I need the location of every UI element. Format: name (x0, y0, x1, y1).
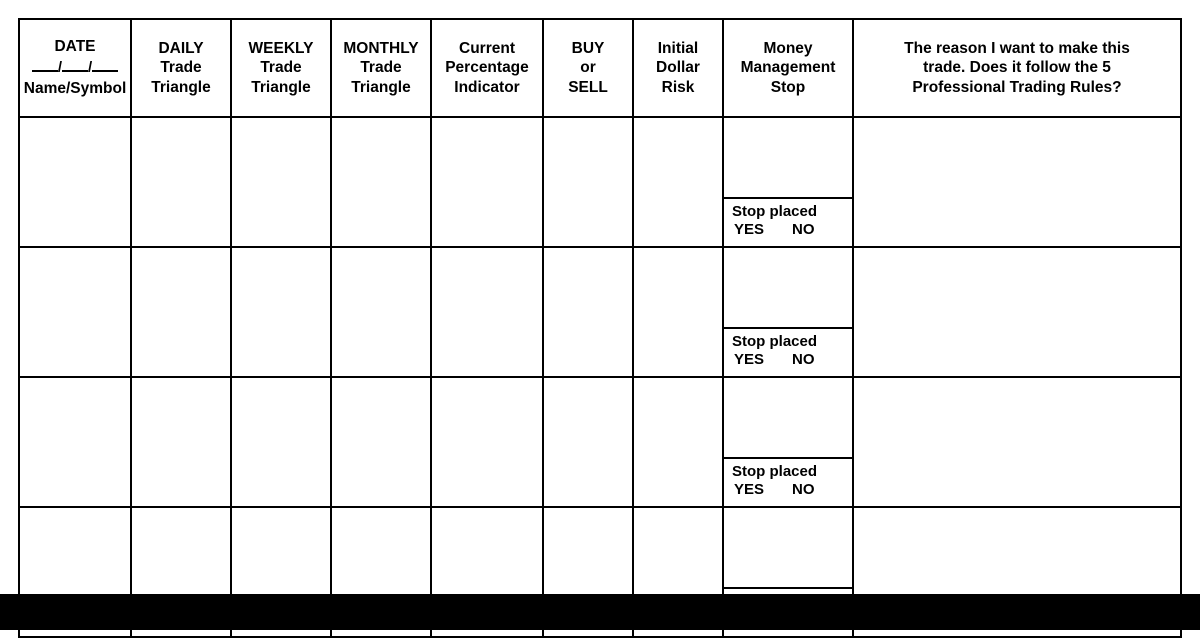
col-date-header: DATE // Name/Symbol (19, 19, 131, 117)
cell-date[interactable] (19, 247, 131, 377)
cell-mmstop: Stop placedYES NO (723, 377, 853, 507)
cell-weekly[interactable] (231, 247, 331, 377)
col-date-title: DATE (54, 37, 95, 56)
cell-daily[interactable] (131, 247, 231, 377)
cell-date[interactable] (19, 377, 131, 507)
cell-risk[interactable] (633, 117, 723, 247)
cell-weekly[interactable] (231, 117, 331, 247)
cell-reason[interactable] (853, 247, 1181, 377)
cell-monthly[interactable] (331, 247, 431, 377)
mm-stop-placed-label: Stop placed (732, 463, 846, 482)
cell-mmstop: Stop placedYES NO (723, 117, 853, 247)
cell-cpi[interactable] (431, 117, 543, 247)
trade-log-page: DATE // Name/Symbol DAILY Trade Triangle… (0, 0, 1200, 630)
mm-stop-value-area[interactable] (724, 248, 852, 327)
table-row: Stop placedYES NO (19, 117, 1181, 247)
mm-stop-value-area[interactable] (724, 508, 852, 587)
col-mmstop-header: Money Management Stop (723, 19, 853, 117)
trade-log-body: Stop placedYESNOStop placedYESNOStop pla… (19, 117, 1181, 637)
mm-no-option[interactable]: NO (792, 481, 815, 500)
header-row: DATE // Name/Symbol DAILY Trade Triangle… (19, 19, 1181, 117)
col-monthly-header: MONTHLY Trade Triangle (331, 19, 431, 117)
mm-stop-placed-box: Stop placedYES NO (724, 327, 852, 377)
cell-weekly[interactable] (231, 377, 331, 507)
cell-risk[interactable] (633, 377, 723, 507)
mm-stop-placed-box: Stop placedYES NO (724, 457, 852, 507)
cell-mmstop: Stop placedYES NO (723, 247, 853, 377)
mm-yes-option[interactable]: YES (734, 481, 764, 500)
mm-no-option[interactable]: NO (792, 351, 815, 370)
mm-stop-value-area[interactable] (724, 118, 852, 197)
mm-stop-placed-label: Stop placed (732, 333, 846, 352)
mm-stop-placed-label: Stop placed (732, 203, 846, 222)
col-date-sub: Name/Symbol (24, 79, 127, 98)
cell-cpi[interactable] (431, 377, 543, 507)
trade-log-table: DATE // Name/Symbol DAILY Trade Triangle… (18, 18, 1182, 638)
col-buysell-header: BUY or SELL (543, 19, 633, 117)
table-row: Stop placedYES NO (19, 377, 1181, 507)
col-cpi-header: Current Percentage Indicator (431, 19, 543, 117)
col-reason-header: The reason I want to make this trade. Do… (853, 19, 1181, 117)
cell-monthly[interactable] (331, 117, 431, 247)
cell-cpi[interactable] (431, 247, 543, 377)
cell-buysell[interactable] (543, 247, 633, 377)
col-risk-header: Initial Dollar Risk (633, 19, 723, 117)
cell-buysell[interactable] (543, 377, 633, 507)
cell-date[interactable] (19, 117, 131, 247)
mm-stop-value-area[interactable] (724, 378, 852, 457)
cell-reason[interactable] (853, 117, 1181, 247)
date-blank-line: // (32, 59, 118, 78)
cell-reason[interactable] (853, 377, 1181, 507)
mm-yes-option[interactable]: YES (734, 221, 764, 240)
cell-daily[interactable] (131, 377, 231, 507)
mm-stop-placed-box: Stop placedYES NO (724, 197, 852, 247)
cell-risk[interactable] (633, 247, 723, 377)
cell-daily[interactable] (131, 117, 231, 247)
cell-monthly[interactable] (331, 377, 431, 507)
cell-buysell[interactable] (543, 117, 633, 247)
mm-no-option[interactable]: NO (792, 221, 815, 240)
col-daily-header: DAILY Trade Triangle (131, 19, 231, 117)
bottom-black-bar (0, 594, 1200, 630)
table-row: Stop placedYES NO (19, 247, 1181, 377)
mm-yes-option[interactable]: YES (734, 351, 764, 370)
col-weekly-header: WEEKLY Trade Triangle (231, 19, 331, 117)
